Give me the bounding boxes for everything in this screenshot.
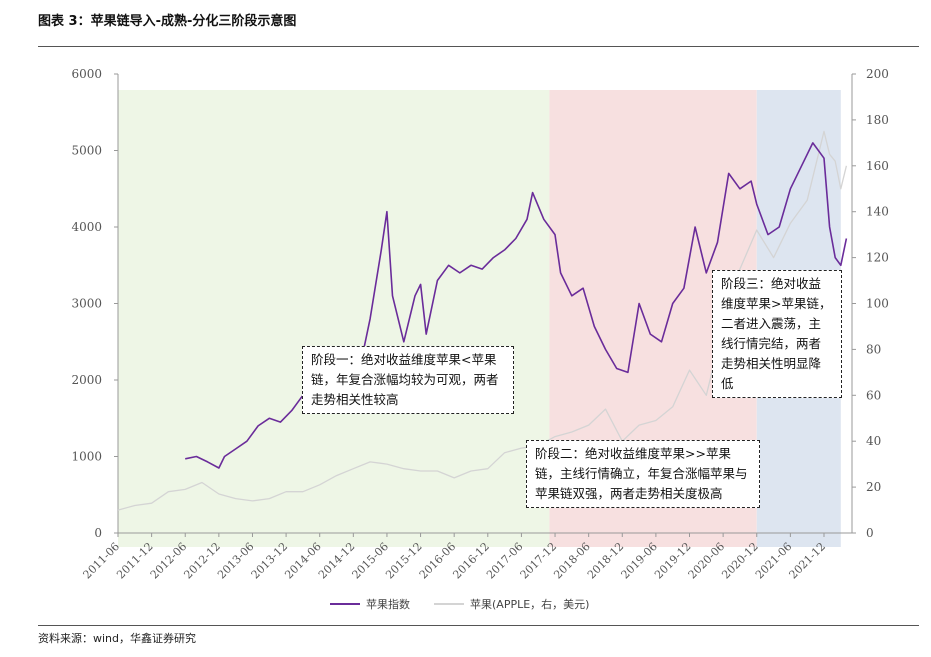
right-axis-tick-label: 160 [866, 159, 889, 173]
source-note: 资料来源：wind，华鑫证券研究 [38, 632, 197, 645]
right-axis-tick-label: 40 [866, 434, 881, 448]
right-axis-tick-label: 0 [866, 526, 874, 540]
left-axis-tick-label: 4000 [71, 220, 102, 234]
stage-2-annotation: 阶段二：绝对收益维度苹果>>苹果链，主线行情确立，年复合涨幅苹果与苹果链双强，两… [526, 440, 760, 508]
figure-title: 图表 3：苹果链导入-成熟-分化三阶段示意图 [38, 14, 297, 29]
legend-swatch-index [330, 603, 360, 605]
right-axis-tick-label: 200 [866, 67, 889, 81]
bottom-rule [38, 625, 919, 626]
stage-1-annotation: 阶段一：绝对收益维度苹果<苹果链，年复合涨幅均较为可观，两者走势相关性较高 [302, 346, 514, 414]
legend-swatch-apple [434, 603, 464, 605]
stage-3-annotation: 阶段三：绝对收益维度苹果>苹果链，二者进入震荡，主线行情完结，两者走势相关性明显… [712, 270, 842, 398]
chart-legend: 苹果指数 苹果(APPLE，右，美元) [330, 596, 589, 612]
stage-band-1 [118, 90, 550, 547]
right-axis-tick-label: 20 [866, 480, 881, 494]
legend-item-index: 苹果指数 [330, 596, 410, 612]
left-axis-tick-label: 5000 [71, 144, 102, 158]
legend-label-index: 苹果指数 [366, 598, 410, 611]
right-axis-tick-label: 120 [866, 251, 889, 265]
series-line-apple [117, 130, 848, 511]
top-rule [38, 46, 919, 47]
left-axis-tick-label: 3000 [71, 297, 102, 311]
right-axis-tick-label: 100 [866, 297, 889, 311]
legend-label-apple: 苹果(APPLE，右，美元) [470, 598, 590, 611]
right-axis-tick-label: 80 [866, 342, 881, 356]
series-line-index [185, 142, 848, 469]
chart-lines [117, 130, 848, 511]
left-axis-tick-label: 2000 [71, 373, 102, 387]
left-axis-tick-label: 1000 [71, 450, 102, 464]
right-axis-tick-label: 140 [866, 205, 889, 219]
left-axis-tick-label: 6000 [71, 67, 102, 81]
stage-bands [118, 90, 841, 547]
left-axis-tick-label: 0 [94, 526, 102, 540]
legend-item-apple: 苹果(APPLE，右，美元) [434, 596, 589, 612]
right-axis-tick-label: 60 [866, 388, 881, 402]
right-axis-tick-label: 180 [866, 113, 889, 127]
